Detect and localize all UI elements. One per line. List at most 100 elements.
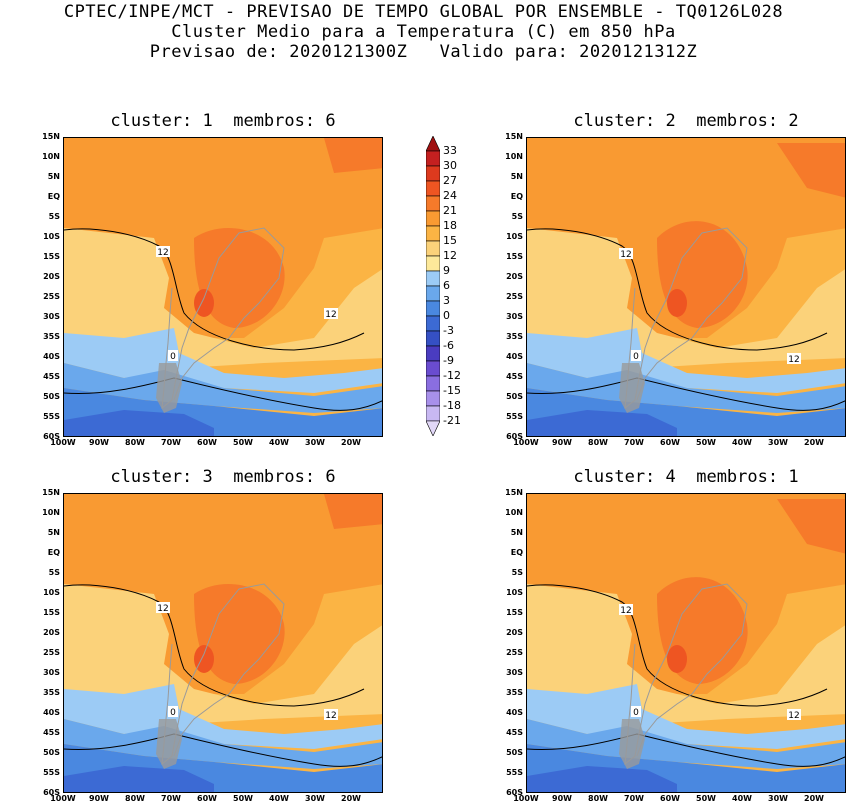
colorbar-swatch xyxy=(426,240,440,257)
lat-tick-label: 55S xyxy=(506,412,523,421)
lat-tick-label: 25S xyxy=(506,648,523,657)
colorbar-label: 15 xyxy=(443,234,457,247)
lat-tick-label: 40S xyxy=(506,352,523,361)
lon-tick-label: 70W xyxy=(624,438,644,447)
lon-tick-label: 40W xyxy=(269,438,289,447)
lon-tick-label: 60W xyxy=(197,794,217,803)
lat-tick-label: 35S xyxy=(43,332,60,341)
temperature-map: 12 12 0 xyxy=(526,137,846,437)
lat-tick-label: EQ xyxy=(510,548,523,557)
lon-tick-label: 30W xyxy=(305,794,325,803)
lon-tick-label: 20W xyxy=(804,438,824,447)
contour-label-12: 12 xyxy=(620,606,631,616)
lat-tick-label: 20S xyxy=(43,272,60,281)
colorbar-label: -21 xyxy=(443,414,461,427)
lon-tick-label: 90W xyxy=(89,438,109,447)
contour-label-0: 0 xyxy=(633,708,639,718)
lat-tick-label: 55S xyxy=(43,768,60,777)
lon-tick-label: 50W xyxy=(233,794,253,803)
colorbar-swatch xyxy=(426,255,440,272)
lat-tick-label: 55S xyxy=(43,412,60,421)
lat-tick-label: 50S xyxy=(506,748,523,757)
lat-tick-label: EQ xyxy=(47,192,60,201)
lat-tick-label: 20S xyxy=(43,628,60,637)
lon-tick-label: 70W xyxy=(161,794,181,803)
lat-tick-label: 15S xyxy=(506,252,523,261)
lat-tick-label: 10N xyxy=(42,152,60,161)
lat-tick-label: 60S xyxy=(506,788,523,797)
lon-tick-label: 60W xyxy=(660,794,680,803)
colorbar-label: -12 xyxy=(443,369,461,382)
contour-label-12: 12 xyxy=(157,248,168,258)
lat-tick-label: 15N xyxy=(505,488,523,497)
header-title: CPTEC/INPE/MCT - PREVISAO DE TEMPO GLOBA… xyxy=(63,2,784,22)
colorbar-swatch xyxy=(426,330,440,347)
lat-tick-label: 30S xyxy=(43,312,60,321)
colorbar-swatch xyxy=(426,195,440,212)
lat-tick-label: 40S xyxy=(43,708,60,717)
lat-tick-label: 10N xyxy=(505,508,523,517)
colorbar-label: 12 xyxy=(443,249,457,262)
lon-tick-label: 30W xyxy=(768,794,788,803)
lat-tick-label: 50S xyxy=(506,392,523,401)
lat-tick-label: 60S xyxy=(506,432,523,441)
lat-tick-label: 50S xyxy=(43,748,60,757)
lat-tick-label: 45S xyxy=(43,372,60,381)
colorbar-swatch xyxy=(426,150,440,167)
lon-tick-label: 80W xyxy=(588,794,608,803)
lat-tick-label: 40S xyxy=(43,352,60,361)
lat-tick-label: EQ xyxy=(510,192,523,201)
lat-tick-label: 10S xyxy=(506,588,523,597)
colorbar-label: -3 xyxy=(443,324,454,337)
lat-tick-label: 5N xyxy=(510,172,523,181)
contour-label-12b: 12 xyxy=(325,711,336,721)
lon-tick-label: 70W xyxy=(161,438,181,447)
colorbar-label: 33 xyxy=(443,144,457,157)
colorbar-swatch xyxy=(426,360,440,377)
contour-label-12b: 12 xyxy=(325,310,336,320)
lat-tick-label: 15S xyxy=(43,252,60,261)
colorbar-swatch xyxy=(426,285,440,302)
colorbar-label: 30 xyxy=(443,159,457,172)
lat-tick-label: EQ xyxy=(47,548,60,557)
lat-tick-label: 10N xyxy=(505,152,523,161)
lat-tick-label: 25S xyxy=(43,292,60,301)
colorbar-label: 3 xyxy=(443,294,450,307)
contour-label-12: 12 xyxy=(157,604,168,614)
lat-tick-label: 50S xyxy=(43,392,60,401)
lat-tick-label: 5N xyxy=(47,172,60,181)
panel-title: cluster: 4 membros: 1 xyxy=(573,467,799,487)
colorbar-swatch xyxy=(426,375,440,392)
contour-label-12b: 12 xyxy=(788,355,799,365)
colorbar-label: 9 xyxy=(443,264,450,277)
temperature-map: 12 12 0 xyxy=(63,137,383,437)
lon-tick-label: 30W xyxy=(305,438,325,447)
lat-tick-label: 55S xyxy=(506,768,523,777)
lat-tick-label: 5S xyxy=(48,568,60,577)
lon-tick-label: 100W xyxy=(50,794,76,803)
lat-tick-label: 30S xyxy=(506,668,523,677)
lat-tick-label: 35S xyxy=(506,688,523,697)
colorbar-label: -15 xyxy=(443,384,461,397)
colorbar-swatch xyxy=(426,136,440,152)
lat-tick-label: 15N xyxy=(505,132,523,141)
lat-tick-label: 5N xyxy=(47,528,60,537)
lat-tick-label: 45S xyxy=(506,728,523,737)
lat-tick-label: 45S xyxy=(43,728,60,737)
colorbar-swatch xyxy=(426,270,440,287)
contour-label-0: 0 xyxy=(633,352,639,362)
lat-tick-label: 15S xyxy=(43,608,60,617)
lat-tick-label: 30S xyxy=(43,668,60,677)
colorbar-label: 21 xyxy=(443,204,457,217)
contour-label-12b: 12 xyxy=(788,711,799,721)
lon-tick-label: 40W xyxy=(732,794,752,803)
temperature-map: 12 12 0 xyxy=(63,493,383,793)
lat-tick-label: 5N xyxy=(510,528,523,537)
colorbar-swatch xyxy=(426,210,440,227)
lon-tick-label: 20W xyxy=(341,794,361,803)
lon-tick-label: 90W xyxy=(552,794,572,803)
colorbar-swatch xyxy=(426,225,440,242)
colorbar-swatch xyxy=(426,405,440,422)
lat-tick-label: 5S xyxy=(511,212,523,221)
lon-tick-label: 20W xyxy=(341,438,361,447)
